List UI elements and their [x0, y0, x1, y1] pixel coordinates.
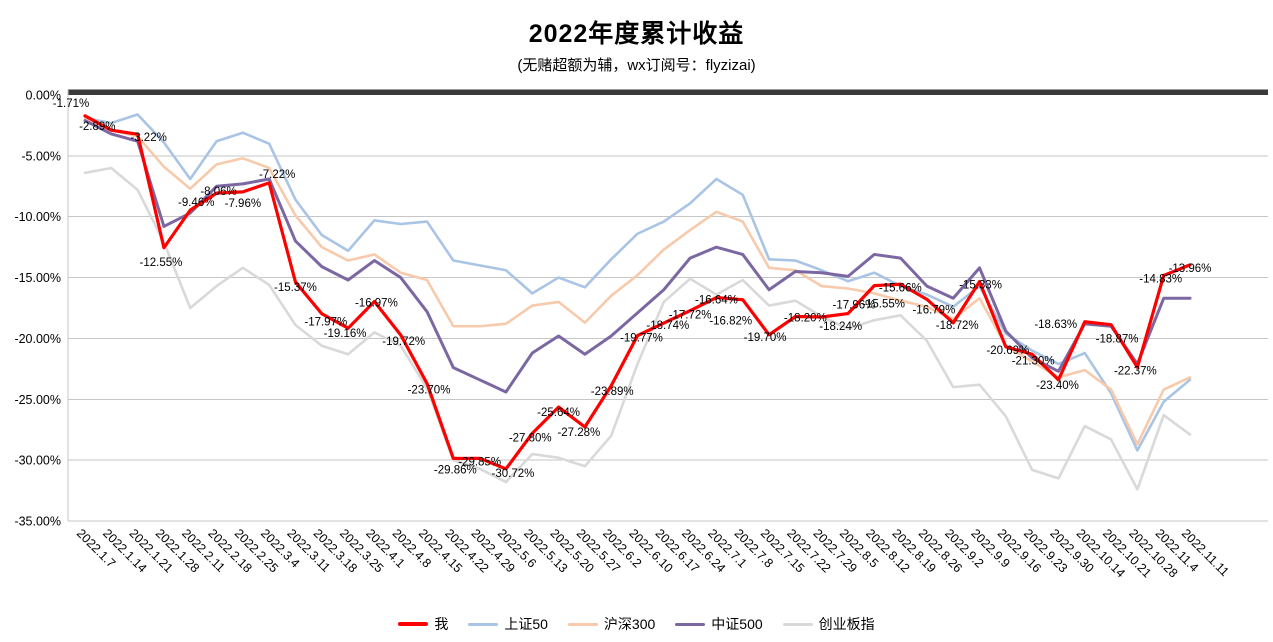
chart-title: 2022年度累计收益 [528, 20, 745, 48]
data-label: -7.22% [259, 169, 295, 181]
series-我 [83, 114, 1192, 471]
legend-swatch-上证50 [468, 622, 499, 626]
data-label: -25.64% [537, 407, 580, 419]
data-label: -30.72% [492, 468, 535, 480]
y-tick-label: 0.00% [26, 89, 61, 103]
data-label: -22.37% [1114, 365, 1157, 377]
series-中证500 [83, 119, 1192, 394]
zero-line [68, 89, 1268, 95]
legend-swatch-我 [398, 622, 429, 626]
legend-swatch-沪深300 [567, 622, 598, 626]
data-label: -16.82% [709, 316, 752, 328]
gridlines [67, 89, 1268, 522]
data-label: -15.33% [959, 280, 1002, 292]
data-label: -12.55% [140, 257, 183, 269]
y-tick-label: -35.00% [14, 515, 61, 529]
data-label: -27.28% [557, 427, 600, 439]
data-label: -16.64% [695, 295, 738, 307]
data-label: -8.06% [200, 186, 236, 198]
data-label: -15.55% [862, 298, 905, 310]
data-label: -23.40% [1036, 380, 1079, 392]
legend-item-中证500: 中证500 [675, 614, 763, 634]
y-tick-label: -15.00% [14, 271, 61, 285]
y-tick-label: -30.00% [14, 454, 61, 468]
data-label: -15.37% [274, 282, 317, 294]
legend-item-上证50: 上证50 [468, 614, 548, 634]
data-label: -23.89% [591, 386, 634, 398]
series-沪深300 [83, 116, 1192, 446]
data-label: -1.71% [53, 98, 89, 110]
data-label: -3.22% [130, 132, 166, 144]
series-上证50 [83, 113, 1192, 452]
legend-label-创业板指: 创业板指 [818, 616, 875, 632]
data-label: -19.72% [382, 336, 425, 348]
chart-header: 2022年度累计收益 (无赌超额为辅，wx订阅号：flyzizai) [0, 14, 1273, 75]
data-label: -15.66% [879, 283, 922, 295]
data-label: -13.96% [1169, 263, 1212, 275]
series-line-我 [83, 114, 1192, 471]
data-label: -18.24% [819, 321, 862, 333]
x-axis-labels: 2022.1.72022.1.142022.1.212022.1.282022.… [74, 526, 1232, 580]
data-label: -18.63% [1034, 319, 1077, 331]
data-label: -16.79% [912, 304, 955, 316]
data-label: -17.96% [833, 300, 876, 312]
data-label: -20.69% [986, 345, 1029, 357]
legend-swatch-中证500 [675, 622, 706, 626]
legend-label-中证500: 中证500 [711, 616, 763, 632]
series-line-中证500 [83, 119, 1192, 394]
series-创业板指 [83, 166, 1192, 491]
series-line-创业板指 [83, 166, 1192, 491]
y-tick-label: -25.00% [14, 393, 61, 407]
data-label: -29.85% [458, 456, 501, 468]
data-label: -19.70% [744, 332, 787, 344]
data-label: -16.97% [355, 298, 398, 310]
y-tick-label: -20.00% [14, 332, 61, 346]
data-label: -23.70% [408, 384, 451, 396]
data-label: -29.86% [434, 464, 477, 476]
data-label: -19.77% [620, 333, 663, 345]
chart-legend: 我 上证50 沪深300 中证500 创业板指 [0, 614, 1273, 634]
legend-item-创业板指: 创业板指 [782, 614, 875, 634]
series-line-沪深300 [83, 116, 1192, 446]
data-label: -18.87% [1096, 334, 1139, 346]
legend-item-沪深300: 沪深300 [567, 614, 656, 634]
y-tick-label: -5.00% [21, 149, 61, 163]
data-label: -17.97% [304, 317, 347, 329]
data-label: -17.72% [669, 310, 712, 322]
data-label: -9.46% [178, 197, 214, 209]
y-tick-label: -10.00% [14, 210, 61, 224]
legend-label-沪深300: 沪深300 [603, 616, 656, 632]
data-label: -27.80% [509, 432, 552, 444]
chart-subtitle: (无赌超额为辅，wx订阅号：flyzizai) [517, 57, 756, 74]
data-label: -7.96% [225, 198, 261, 210]
data-label: -14.83% [1139, 274, 1182, 286]
legend-label-上证50: 上证50 [504, 616, 548, 632]
legend-label-我: 我 [434, 616, 449, 632]
legend-item-我: 我 [398, 614, 448, 634]
data-labels-我: -1.71%-2.89%-3.22%-12.55%-9.46%-8.06%-7.… [53, 98, 1212, 480]
data-label: -2.89% [79, 121, 115, 133]
data-label: -19.16% [324, 328, 367, 340]
data-label: -21.30% [1012, 355, 1055, 367]
series-line-上证50 [83, 113, 1192, 452]
data-label: -18.74% [646, 320, 689, 332]
data-label: -18.72% [936, 320, 979, 332]
data-label: -18.20% [784, 313, 827, 325]
y-axis-labels: 0.00% -5.00% -10.00% -15.00% -20.00% -25.00% -… [14, 89, 61, 529]
legend-swatch-创业板指 [782, 622, 813, 626]
